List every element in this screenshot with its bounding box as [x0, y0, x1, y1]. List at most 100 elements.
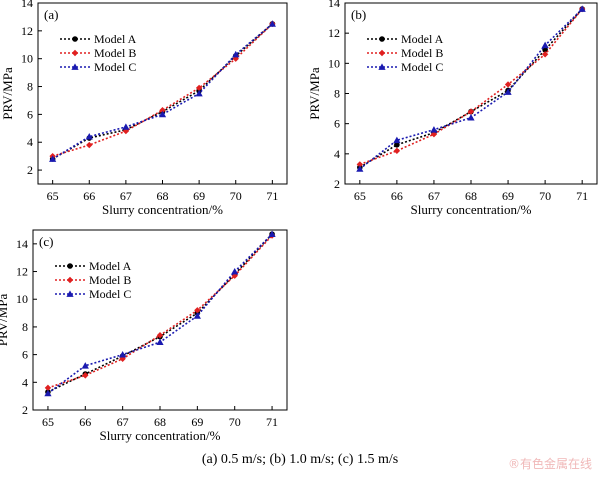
- y-tick-label: 2: [27, 163, 33, 177]
- legend-marker: [71, 49, 79, 57]
- y-tick-label: 6: [334, 117, 340, 131]
- series-line: [359, 8, 583, 166]
- x-axis-label: Slurry concentration/%: [411, 202, 532, 217]
- y-tick-label: 12: [328, 26, 340, 40]
- data-point: [467, 108, 475, 115]
- series-line: [47, 234, 273, 389]
- panel-label: (b): [351, 7, 366, 22]
- plot-frame: [37, 2, 288, 185]
- data-point: [159, 107, 166, 114]
- legend-label: Model B: [94, 46, 136, 60]
- x-tick-label: 70: [229, 415, 241, 429]
- series-line: [47, 233, 273, 395]
- data-point: [430, 126, 438, 133]
- y-tick-label: 2: [22, 403, 28, 417]
- x-tick-label: 66: [79, 415, 91, 429]
- x-tick-label: 65: [354, 189, 366, 203]
- panel-label: (a): [44, 7, 58, 22]
- watermark: ®有色金属在线: [507, 457, 592, 471]
- data-point: [504, 88, 512, 95]
- y-axis-label: PRV/MPa: [307, 67, 322, 120]
- x-tick-label: 70: [539, 189, 551, 203]
- x-tick-label: 70: [230, 189, 242, 203]
- data-point: [156, 338, 164, 346]
- data-point: [394, 141, 400, 148]
- legend-marker: [66, 290, 74, 297]
- x-tick-label: 65: [47, 189, 59, 203]
- data-point: [268, 230, 276, 238]
- data-point: [541, 41, 549, 49]
- x-tick-label: 68: [157, 189, 169, 203]
- data-point: [231, 267, 239, 275]
- data-point: [156, 332, 164, 339]
- y-tick-label: 10: [328, 56, 340, 70]
- data-point: [430, 131, 438, 138]
- data-point: [194, 307, 201, 314]
- legend-marker: [71, 63, 79, 70]
- x-tick-label: 69: [502, 189, 514, 203]
- y-tick-label: 6: [22, 348, 28, 362]
- x-axis-label: Slurry concentration/%: [102, 202, 223, 217]
- legend-label: Model A: [89, 259, 132, 273]
- legend-label: Model C: [401, 60, 443, 74]
- legend-marker: [378, 49, 386, 57]
- data-point: [541, 51, 549, 58]
- series-line: [359, 8, 583, 170]
- legend-label: Model C: [89, 287, 131, 301]
- legend-label: Model A: [94, 32, 137, 46]
- data-point: [119, 351, 127, 358]
- legend-marker: [378, 63, 386, 70]
- legend-marker: [379, 36, 385, 42]
- series-model-b: [49, 20, 276, 160]
- series-model-a: [49, 21, 276, 162]
- series-model-a: [45, 231, 275, 395]
- data-point: [82, 372, 89, 379]
- y-tick-label: 6: [27, 107, 33, 121]
- y-tick-label: 12: [16, 265, 28, 279]
- legend-label: Model B: [89, 273, 131, 287]
- y-tick-label: 10: [16, 292, 28, 306]
- figure-caption: (a) 0.5 m/s; (b) 1.0 m/s; (c) 1.5 m/s: [201, 452, 399, 467]
- data-point: [268, 20, 276, 27]
- series-line: [52, 23, 273, 160]
- y-tick-label: 14: [16, 237, 28, 251]
- y-tick-label: 4: [22, 375, 28, 389]
- x-tick-label: 67: [428, 189, 440, 203]
- data-point: [158, 110, 167, 118]
- y-tick-label: 4: [27, 135, 33, 149]
- series-line: [52, 23, 273, 160]
- x-tick-label: 69: [191, 415, 203, 429]
- x-tick-label: 65: [42, 415, 54, 429]
- x-tick-label: 71: [266, 189, 278, 203]
- legend-marker: [72, 36, 78, 42]
- legend-label: Model B: [401, 46, 443, 60]
- x-tick-label: 66: [391, 189, 403, 203]
- data-point: [356, 161, 364, 168]
- legend-marker: [67, 263, 73, 269]
- data-point: [49, 155, 57, 162]
- x-tick-label: 71: [576, 189, 588, 203]
- y-tick-label: 14: [328, 0, 340, 10]
- y-tick-label: 10: [21, 52, 33, 66]
- x-tick-label: 69: [193, 189, 205, 203]
- series-model-c: [356, 5, 586, 172]
- data-point: [356, 165, 364, 172]
- data-point: [393, 136, 401, 144]
- legend-label: Model C: [94, 60, 136, 74]
- legend-label: Model A: [401, 32, 444, 46]
- y-tick-label: 8: [22, 320, 28, 334]
- series-model-c: [44, 230, 276, 397]
- series-model-b: [356, 5, 586, 168]
- data-point: [232, 50, 240, 58]
- data-point: [44, 384, 52, 392]
- data-point: [578, 5, 586, 12]
- data-point: [232, 55, 239, 62]
- data-point: [504, 81, 512, 88]
- data-point: [122, 123, 130, 130]
